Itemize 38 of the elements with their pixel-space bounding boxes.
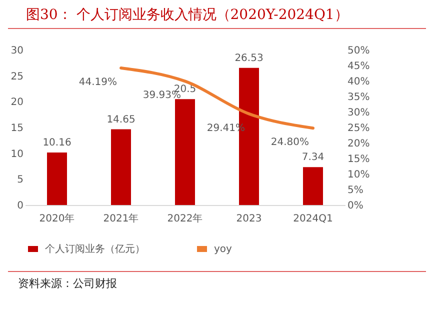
data-label: 39.93%	[142, 90, 181, 102]
x-tick-label: 2023	[236, 214, 262, 224]
y-tick-label: 25	[10, 71, 24, 82]
legend-label: yoy	[214, 244, 232, 255]
data-label: 7.34	[302, 152, 324, 164]
y-tick-label: 15	[10, 123, 24, 134]
x-tick-label: 2024Q1	[293, 214, 333, 224]
y-tick-label: 20	[10, 97, 24, 108]
data-label: 24.80%	[270, 137, 309, 148]
data-label: 14.65	[106, 114, 136, 126]
y2-tick-label: 15%	[348, 154, 370, 165]
y2-tick-label: 45%	[348, 61, 370, 72]
y2-tick-label: 40%	[348, 76, 370, 88]
y2-tick-label: 20%	[348, 138, 370, 150]
x-tick-label: 2021年	[103, 212, 139, 224]
y2-tick-label: 10%	[348, 170, 370, 180]
y2-tick-label: 5%	[348, 185, 364, 196]
y-tick-label: 30	[10, 46, 24, 56]
data-label: 44.19%	[78, 77, 117, 88]
y2-tick-label: 35%	[348, 92, 370, 103]
legend-label: 个人订阅业务（亿元）	[45, 243, 145, 255]
bar	[47, 152, 67, 205]
text: 资料来源：公司财报	[8, 271, 426, 295]
y-tick-label: 10	[10, 148, 24, 160]
data-label: 26.53	[234, 52, 264, 64]
x-tick-label: 2020年	[39, 212, 75, 224]
bar	[175, 99, 195, 205]
data-label: 10.16	[42, 138, 72, 149]
y-tick-label: 5	[17, 174, 24, 186]
bar	[303, 167, 323, 205]
y2-tick-label: 0%	[348, 200, 364, 212]
chart-title: 图30： 个人订阅业务收入情况（2020Y-2024Q1）	[8, 0, 426, 29]
y-tick-label: 0	[17, 200, 24, 212]
bar	[111, 129, 131, 205]
x-tick-label: 2022年	[167, 212, 203, 224]
y2-tick-label: 30%	[348, 108, 370, 118]
y2-tick-label: 50%	[348, 46, 370, 56]
y2-tick-label: 25%	[348, 123, 370, 134]
